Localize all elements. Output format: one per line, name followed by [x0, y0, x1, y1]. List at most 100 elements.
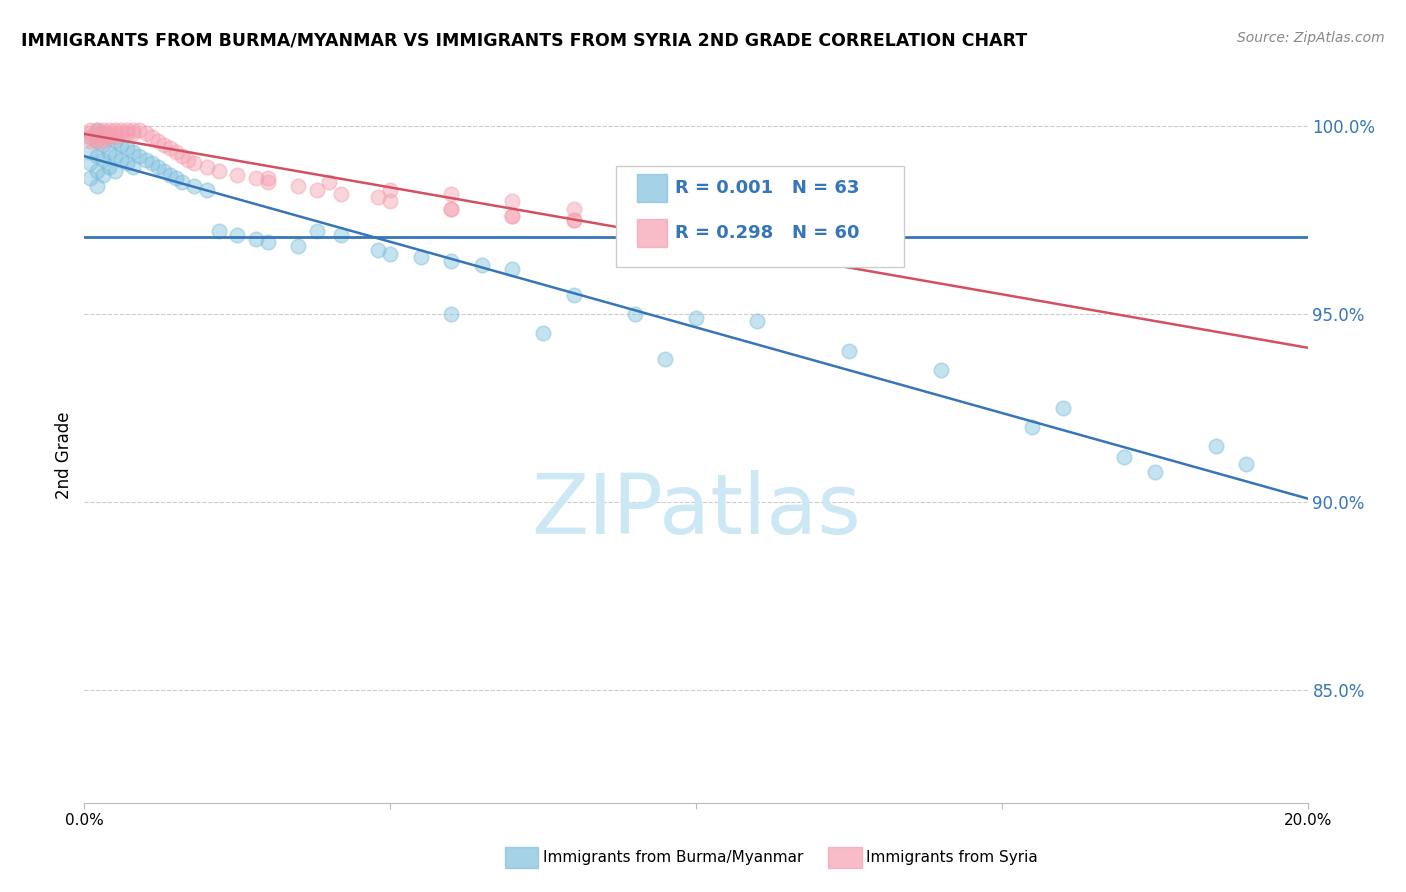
Point	[685, 220, 707, 235]
Point	[79, 171, 101, 186]
Point	[245, 171, 267, 186]
Point	[141, 156, 163, 170]
Point	[104, 127, 127, 141]
Point	[159, 141, 181, 155]
Text: ZIPatlas: ZIPatlas	[531, 470, 860, 551]
Point	[135, 127, 157, 141]
Point	[380, 183, 402, 197]
Point	[257, 235, 280, 250]
Point	[929, 363, 952, 377]
Point	[104, 130, 127, 145]
Point	[91, 134, 114, 148]
Point	[208, 224, 231, 238]
Point	[502, 261, 524, 276]
Point	[1236, 458, 1258, 472]
Point	[172, 175, 194, 189]
Point	[128, 149, 150, 163]
Point	[97, 130, 120, 145]
Point	[562, 212, 585, 227]
Point	[305, 224, 328, 238]
Text: IMMIGRANTS FROM BURMA/MYANMAR VS IMMIGRANTS FROM SYRIA 2ND GRADE CORRELATION CHA: IMMIGRANTS FROM BURMA/MYANMAR VS IMMIGRA…	[21, 31, 1028, 49]
Point	[86, 134, 108, 148]
Point	[654, 351, 676, 366]
Point	[97, 160, 120, 174]
Point	[562, 288, 585, 302]
Point	[183, 156, 205, 170]
Point	[183, 179, 205, 194]
Point	[115, 127, 138, 141]
Point	[91, 127, 114, 141]
Point	[122, 145, 145, 160]
Point	[153, 137, 176, 152]
Point	[1052, 401, 1074, 415]
Point	[685, 220, 707, 235]
Point	[838, 344, 860, 359]
Point	[104, 149, 127, 163]
Point	[110, 153, 132, 167]
Point	[685, 310, 707, 325]
Point	[86, 149, 108, 163]
Point	[122, 127, 145, 141]
Point	[287, 239, 309, 253]
Point	[624, 217, 647, 231]
Point	[380, 246, 402, 260]
Point	[91, 137, 114, 152]
Y-axis label: 2nd Grade: 2nd Grade	[55, 411, 73, 499]
Point	[122, 122, 145, 136]
Point	[110, 127, 132, 141]
Point	[367, 190, 389, 204]
Point	[562, 202, 585, 216]
Point	[471, 258, 494, 272]
Point	[86, 179, 108, 194]
Point	[172, 149, 194, 163]
Point	[747, 224, 769, 238]
Point	[91, 168, 114, 182]
FancyBboxPatch shape	[637, 219, 666, 247]
Point	[115, 122, 138, 136]
Point	[531, 326, 554, 340]
Point	[146, 160, 169, 174]
Point	[440, 202, 463, 216]
Point	[104, 134, 127, 148]
Point	[245, 232, 267, 246]
Point	[91, 130, 114, 145]
Text: R = 0.001   N = 63: R = 0.001 N = 63	[675, 178, 859, 197]
Point	[79, 127, 101, 141]
Point	[747, 314, 769, 328]
Point	[195, 160, 218, 174]
Point	[440, 254, 463, 268]
Point	[165, 145, 187, 160]
Text: R = 0.298   N = 60: R = 0.298 N = 60	[675, 224, 859, 242]
Point	[122, 160, 145, 174]
FancyBboxPatch shape	[828, 847, 862, 868]
Point	[165, 171, 187, 186]
Point	[153, 164, 176, 178]
Point	[141, 130, 163, 145]
Point	[79, 156, 101, 170]
FancyBboxPatch shape	[616, 166, 904, 267]
Point	[79, 122, 101, 136]
Point	[135, 153, 157, 167]
Point	[86, 127, 108, 141]
Point	[287, 179, 309, 194]
Text: Source: ZipAtlas.com: Source: ZipAtlas.com	[1237, 31, 1385, 45]
Point	[86, 130, 108, 145]
Point	[208, 164, 231, 178]
Point	[330, 186, 353, 201]
Point	[79, 130, 101, 145]
Point	[226, 227, 249, 242]
Point	[305, 183, 328, 197]
Point	[409, 251, 432, 265]
Point	[257, 175, 280, 189]
FancyBboxPatch shape	[505, 847, 538, 868]
Point	[226, 168, 249, 182]
Point	[380, 194, 402, 208]
Point	[79, 134, 101, 148]
Text: Immigrants from Burma/Myanmar: Immigrants from Burma/Myanmar	[543, 850, 803, 864]
Point	[257, 171, 280, 186]
FancyBboxPatch shape	[637, 174, 666, 202]
Point	[79, 130, 101, 145]
Point	[86, 122, 108, 136]
Point	[97, 130, 120, 145]
Point	[1021, 419, 1043, 434]
